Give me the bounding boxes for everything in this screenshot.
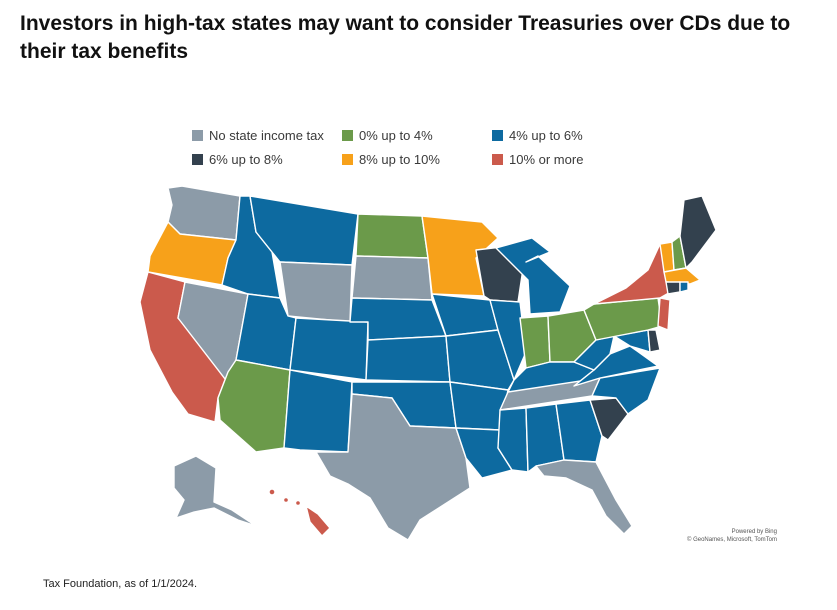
state-in[interactable] — [519, 315, 551, 369]
source-note: Tax Foundation, as of 1/1/2024. — [43, 578, 198, 590]
legend-label: 10% or more — [509, 152, 584, 167]
state-co[interactable] — [289, 317, 369, 381]
legend-label: 6% up to 8% — [209, 152, 283, 167]
credit-line: © GeoNames, Microsoft, TomTom — [687, 537, 777, 543]
legend-swatch — [342, 130, 353, 141]
state-ms[interactable] — [497, 407, 529, 473]
state-tx[interactable] — [315, 393, 471, 541]
legend-label: 8% up to 10% — [359, 152, 440, 167]
state-me[interactable] — [679, 195, 717, 269]
legend-label: 0% up to 4% — [359, 128, 433, 143]
legend-label: 4% up to 6% — [509, 128, 583, 143]
legend-swatch — [492, 154, 503, 165]
legend-item-10-plus: 10% or more — [492, 152, 583, 167]
state-hi-island[interactable] — [294, 499, 302, 507]
legend-item-8-10: 8% up to 10% — [342, 152, 440, 167]
state-hi-island[interactable] — [268, 488, 276, 496]
state-il[interactable] — [489, 299, 527, 381]
state-hi-island[interactable] — [282, 496, 290, 504]
state-ma[interactable] — [663, 267, 701, 285]
state-ri[interactable] — [679, 281, 689, 293]
legend-swatch — [192, 130, 203, 141]
legend-item-4-6: 4% up to 6% — [492, 128, 583, 143]
legend-swatch — [342, 154, 353, 165]
legend-swatch — [192, 154, 203, 165]
state-ga[interactable] — [555, 399, 603, 463]
state-mi[interactable] — [495, 237, 571, 315]
legend-swatch — [492, 130, 503, 141]
legend-item-6-8: 6% up to 8% — [192, 152, 283, 167]
state-ks[interactable] — [365, 335, 451, 383]
state-nd[interactable] — [355, 213, 429, 259]
legend-item-0-4: 0% up to 4% — [342, 128, 433, 143]
map-credit: Powered by Bing © GeoNames, Microsoft, T… — [687, 528, 777, 544]
headline: Investors in high-tax states may want to… — [20, 12, 791, 63]
state-hi[interactable] — [305, 505, 331, 537]
state-wv[interactable] — [573, 335, 615, 371]
state-nm[interactable] — [283, 369, 353, 453]
state-ct[interactable] — [665, 281, 681, 295]
credit-line: Powered by Bing — [731, 529, 777, 535]
state-sd[interactable] — [351, 255, 433, 301]
state-nj[interactable] — [657, 297, 671, 331]
state-wy[interactable] — [279, 261, 353, 323]
legend-label: No state income tax — [209, 128, 324, 143]
state-ak[interactable] — [173, 455, 257, 527]
legend-item-no-tax: No state income tax — [192, 128, 324, 143]
state-az[interactable] — [217, 359, 291, 453]
state-de[interactable] — [647, 329, 661, 353]
state-fl[interactable] — [535, 459, 633, 535]
